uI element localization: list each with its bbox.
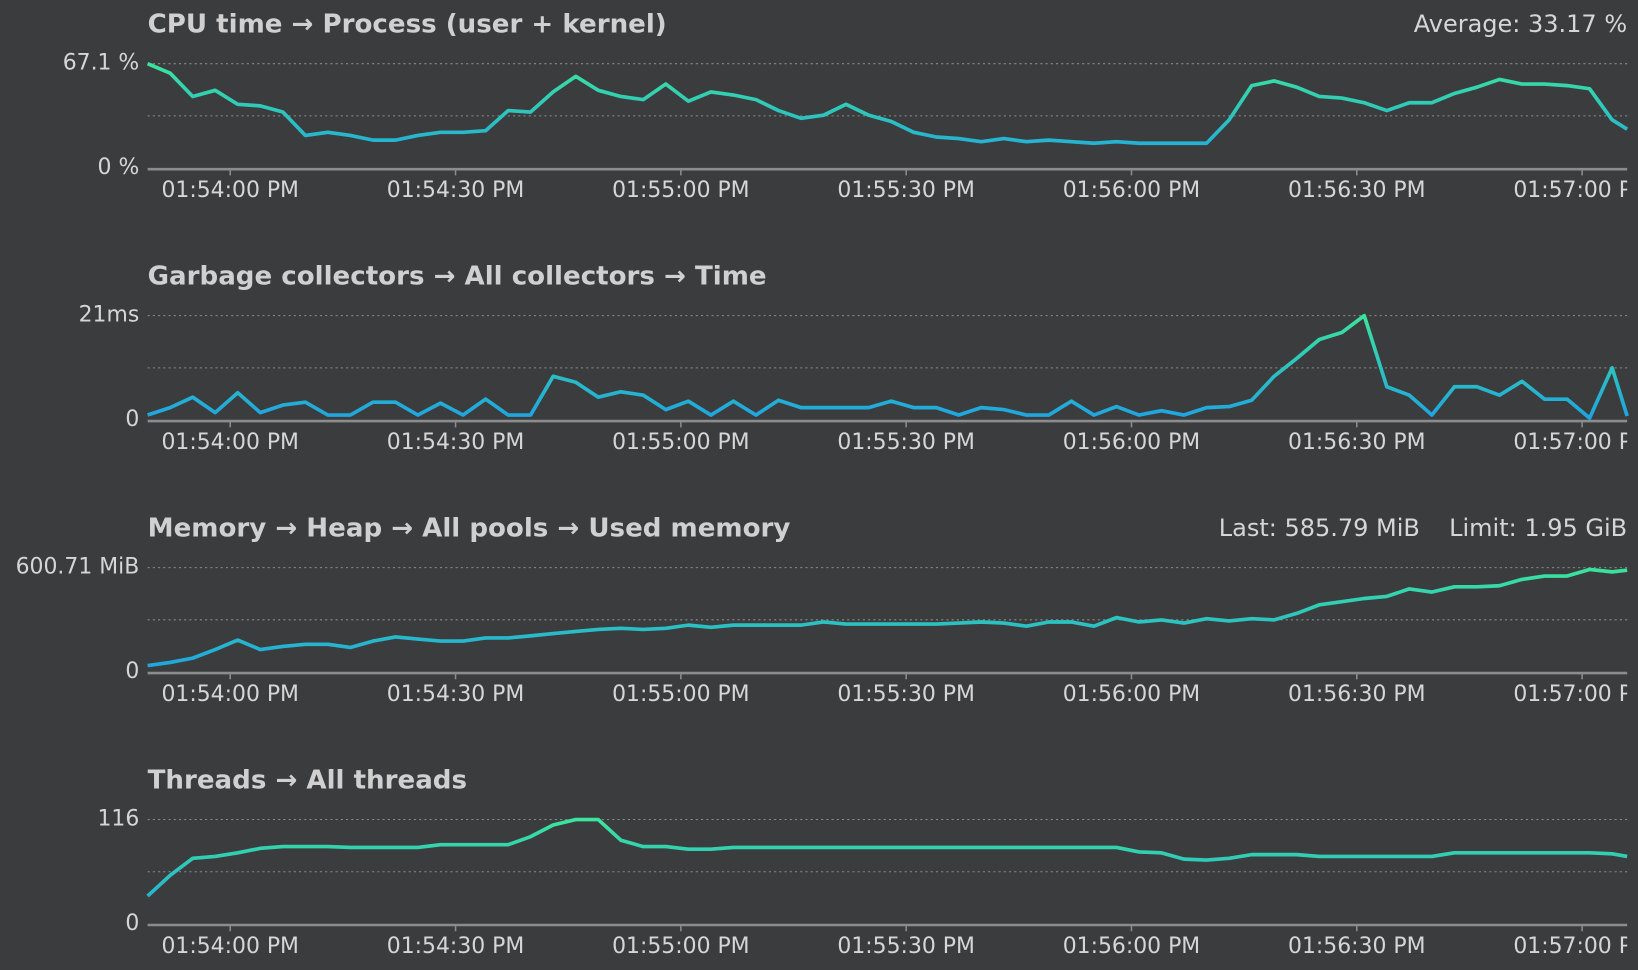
x-tick-label: 01:55:30 PM xyxy=(837,934,974,959)
y-tick-label: 600.71 MiB xyxy=(16,555,140,580)
chart-panel: Garbage collectors → All collectors → Ti… xyxy=(79,262,1638,455)
x-tick-label: 01:54:00 PM xyxy=(162,934,299,959)
y-tick-label: 0 xyxy=(125,659,139,684)
chart-title: CPU time → Process (user + kernel) xyxy=(148,10,667,40)
chart-panel: CPU time → Process (user + kernel) Averag… xyxy=(63,10,1638,203)
x-tick-label: 01:56:30 PM xyxy=(1288,430,1425,455)
data-line xyxy=(146,62,1629,146)
x-tick-label: 01:54:00 PM xyxy=(162,178,299,203)
x-tick-label: 01:55:30 PM xyxy=(837,682,974,707)
x-tick-labels: 01:54:00 PM 01:54:30 PM 01:55:00 PM 01:55:3… xyxy=(162,682,1638,707)
x-tick-label: 01:56:00 PM xyxy=(1063,934,1200,959)
annotation: Limit: 1.95 GiB xyxy=(1449,514,1627,542)
x-tick-label: 01:54:00 PM xyxy=(162,682,299,707)
x-tick-label: 01:57:00 PM xyxy=(1513,430,1638,455)
x-tick-label: 01:55:00 PM xyxy=(612,430,749,455)
chart-title: Memory → Heap → All pools → Used memory xyxy=(148,513,791,543)
x-tick-label: 01:54:30 PM xyxy=(387,934,524,959)
chart-panel: Memory → Heap → All pools → Used memory L… xyxy=(16,513,1638,707)
x-tick-label: 01:56:30 PM xyxy=(1288,934,1425,959)
y-tick-label: 0 xyxy=(125,407,139,432)
annotation: Last: 585.79 MiB xyxy=(1219,514,1420,542)
x-tick-label: 01:57:00 PM xyxy=(1513,682,1638,707)
x-tick-label: 01:54:30 PM xyxy=(387,682,524,707)
x-tick-label: 01:57:00 PM xyxy=(1513,934,1638,959)
x-tick-label: 01:55:30 PM xyxy=(837,178,974,203)
x-tick-label: 01:56:00 PM xyxy=(1063,430,1200,455)
x-tick-label: 01:55:00 PM xyxy=(612,682,749,707)
y-tick-label: 67.1 % xyxy=(63,51,140,76)
chart-title: Threads → All threads xyxy=(148,765,467,795)
x-tick-label: 01:56:00 PM xyxy=(1063,682,1200,707)
x-tick-label: 01:55:00 PM xyxy=(612,178,749,203)
data-line xyxy=(147,313,1629,420)
y-tick-label: 0 xyxy=(125,911,139,936)
x-tick-label: 01:56:30 PM xyxy=(1288,178,1425,203)
data-line xyxy=(147,567,1628,668)
x-tick-label: 01:55:00 PM xyxy=(612,934,749,959)
x-tick-label: 01:57:00 PM xyxy=(1513,178,1638,203)
x-tick-labels: 01:54:00 PM 01:54:30 PM 01:55:00 PM 01:55:3… xyxy=(162,934,1638,959)
data-line xyxy=(146,817,1628,898)
x-tick-label: 01:55:30 PM xyxy=(837,430,974,455)
x-tick-label: 01:56:30 PM xyxy=(1288,682,1425,707)
x-tick-label: 01:54:30 PM xyxy=(387,178,524,203)
x-tick-labels: 01:54:00 PM 01:54:30 PM 01:55:00 PM 01:55:3… xyxy=(162,178,1638,203)
x-tick-labels: 01:54:00 PM 01:54:30 PM 01:55:00 PM 01:55:3… xyxy=(162,430,1638,455)
x-tick-label: 01:54:00 PM xyxy=(162,430,299,455)
y-tick-label: 0 % xyxy=(98,155,140,180)
x-tick-label: 01:56:00 PM xyxy=(1063,178,1200,203)
annotation: Average: 33.17 % xyxy=(1414,10,1627,38)
y-tick-label: 116 xyxy=(97,807,139,832)
chart-title: Garbage collectors → All collectors → Ti… xyxy=(148,262,767,292)
x-tick-label: 01:54:30 PM xyxy=(387,430,524,455)
y-tick-label: 21ms xyxy=(79,303,140,328)
